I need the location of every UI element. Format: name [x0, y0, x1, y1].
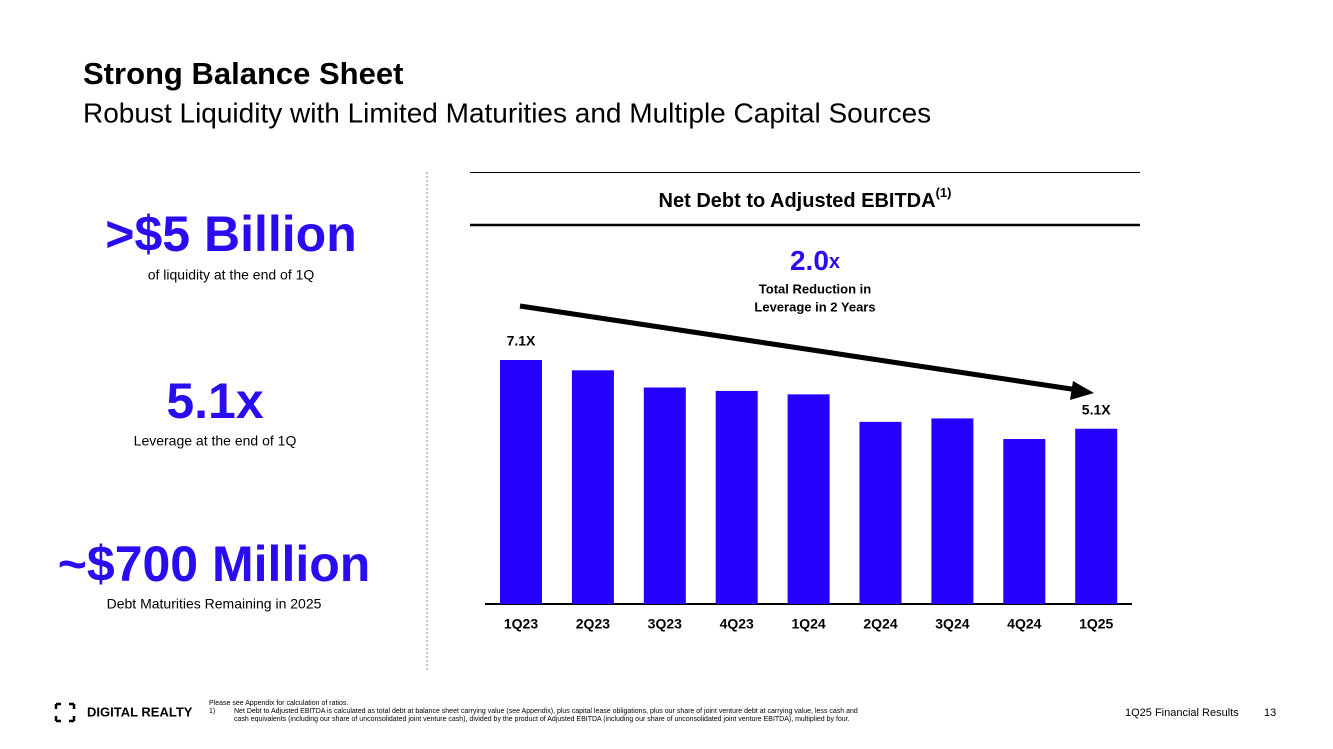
chart-title-note: (1) [936, 185, 952, 200]
chart-title-text: Net Debt to Adjusted EBITDA [659, 190, 936, 212]
bar [715, 390, 758, 604]
stat-label: Debt Maturities Remaining in 2025 [107, 596, 322, 612]
x-tick-label: 1Q24 [791, 616, 825, 632]
bar [859, 421, 902, 604]
slide-subtitle: Robust Liquidity with Limited Maturities… [83, 97, 931, 128]
annotation-unit: x [829, 251, 840, 273]
x-tick-label: 2Q23 [576, 616, 610, 632]
footnote: Please see Appendix for calculation of r… [209, 700, 348, 707]
x-tick-label: 3Q24 [935, 616, 969, 632]
stat-label: of liquidity at the end of 1Q [148, 267, 315, 283]
logo [54, 702, 76, 723]
data-label: 7.1X [507, 333, 536, 349]
x-tick-label: 4Q24 [1007, 616, 1041, 632]
annotation-text: Leverage in 2 Years [754, 299, 875, 314]
x-tick-label: 4Q23 [720, 616, 754, 632]
bar [643, 387, 686, 604]
bar [1075, 428, 1118, 604]
stat-value: ~$700 Million [58, 536, 371, 592]
logo-text: DIGITAL REALTY [87, 704, 193, 719]
data-label: 5.1X [1082, 401, 1111, 417]
annotation-number: 2.0 [790, 245, 829, 276]
bar [571, 370, 614, 604]
footnote: Net Debt to Adjusted EBITDA is calculate… [234, 708, 858, 715]
trend-arrow [519, 303, 1079, 393]
bar [500, 360, 542, 604]
x-tick-label: 3Q23 [648, 616, 682, 632]
stat-value: >$5 Billion [105, 206, 356, 262]
bar [787, 394, 830, 604]
stat-label: Leverage at the end of 1Q [134, 433, 297, 449]
x-tick-label: 1Q23 [504, 616, 538, 632]
page-number: 13 [1264, 707, 1276, 719]
report-name: 1Q25 Financial Results [1125, 707, 1239, 719]
stat-value: 5.1x [166, 373, 264, 429]
trend-arrowhead [1070, 381, 1094, 400]
chart-title: Net Debt to Adjusted EBITDA(1) [659, 185, 952, 212]
bar [931, 418, 974, 604]
annotation-text: Total Reduction in [759, 281, 871, 296]
bar [1003, 439, 1046, 604]
slide-title: Strong Balance Sheet [83, 56, 403, 91]
footnote-number: 1) [209, 708, 215, 715]
x-tick-label: 1Q25 [1079, 616, 1113, 632]
x-tick-label: 2Q24 [863, 616, 897, 632]
annotation-value: 2.0x [790, 245, 840, 276]
footnote: cash equivalents (including our share of… [234, 716, 850, 723]
logo-mark [54, 702, 76, 723]
